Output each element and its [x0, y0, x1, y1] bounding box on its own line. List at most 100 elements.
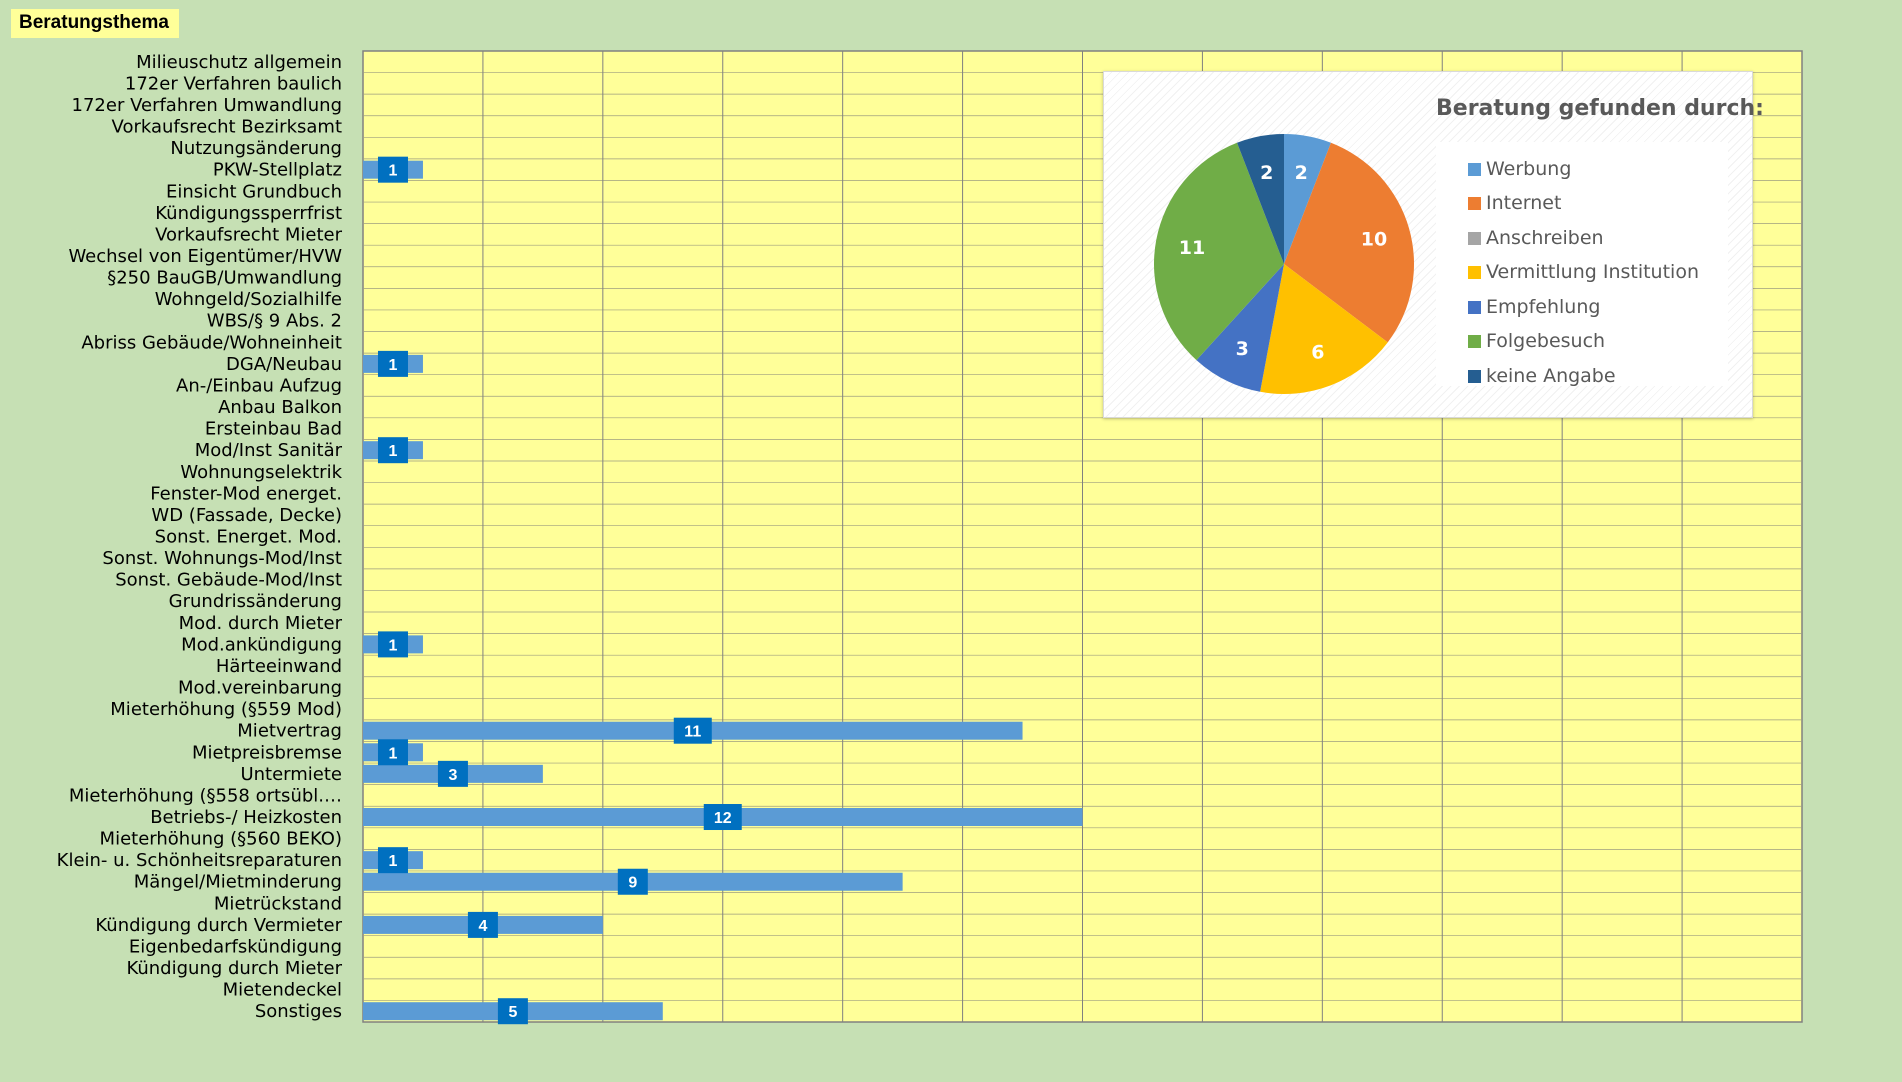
- category-label: Kündigungssperrfrist: [155, 203, 342, 224]
- bar-label-box: [617, 868, 648, 895]
- category-label: Sonst. Gebäude-Mod/Inst: [115, 570, 342, 591]
- legend-label: Internet: [1486, 192, 1562, 214]
- bar-value-label: 1: [389, 357, 398, 374]
- pie-slice: [1154, 142, 1284, 361]
- pie-slice: [1237, 134, 1284, 264]
- bar-label-box: [673, 717, 712, 744]
- pie-slice: [1260, 264, 1388, 394]
- category-label: Sonst. Wohnungs-Mod/Inst: [102, 548, 342, 569]
- pie-slice-label: 2: [1295, 162, 1308, 184]
- category-label: Milieuschutz allgemein: [136, 52, 342, 73]
- legend-swatch: [1468, 334, 1481, 348]
- category-label: Anbau Balkon: [218, 397, 342, 418]
- bar-label-box: [437, 760, 468, 787]
- pie-chart: 2 10 6 3 11 2: [1154, 134, 1414, 394]
- legend-label: Werbung: [1486, 158, 1572, 180]
- category-label: Klein- u. Schönheitsreparaturen: [57, 850, 342, 871]
- bar-label-box: [377, 739, 408, 766]
- legend-item: Vermittlung Institution: [1468, 259, 1699, 285]
- category-label: Sonstiges: [255, 1001, 342, 1022]
- category-label: Mod.vereinbarung: [178, 678, 342, 699]
- pie-title: Beratung gefunden durch:: [1436, 96, 1764, 121]
- pie-slice: [1284, 142, 1414, 343]
- category-label: Mieterhöhung (§560 BEKO): [100, 829, 342, 850]
- bar-value-label: 1: [389, 443, 398, 460]
- category-label: Kündigung durch Vermieter: [95, 915, 342, 936]
- pie-slice-label: 3: [1236, 338, 1249, 360]
- legend-item: Werbung: [1468, 156, 1571, 182]
- pie-slice: [1284, 134, 1331, 264]
- category-label: Eigenbedarfskündigung: [129, 936, 342, 957]
- pie-chart-panel: 2 10 6 3 11 2 Beratung gefunden durch: Werbun…: [1103, 71, 1764, 418]
- category-label: Mängel/Mietminderung: [134, 872, 342, 893]
- legend-item: keine Angabe: [1468, 363, 1616, 389]
- category-label: Mod/Inst Sanitär: [195, 440, 343, 461]
- category-label: Fenster-Mod energet.: [150, 483, 342, 504]
- legend-item: Anschreiben: [1468, 225, 1604, 251]
- pie-slice-label: 2: [1260, 162, 1273, 184]
- legend-swatch: [1468, 369, 1481, 383]
- legend-swatch: [1468, 196, 1481, 210]
- category-label: Mod.ankündigung: [181, 634, 342, 655]
- bar-label-box: [377, 847, 408, 874]
- category-label: PKW-Stellplatz: [213, 160, 342, 181]
- category-label: 172er Verfahren Umwandlung: [72, 95, 342, 116]
- category-label: Wechsel von Eigentümer/HVW: [68, 246, 342, 267]
- pie-slice: [1196, 264, 1284, 392]
- page-title: Beratungsthema: [11, 9, 179, 38]
- bar-value-label: 1: [389, 637, 398, 654]
- category-label: Mietpreisbremse: [192, 742, 342, 763]
- pie-slice-label: 11: [1179, 237, 1205, 259]
- category-label: Mod. durch Mieter: [179, 613, 343, 634]
- category-label: Untermiete: [240, 764, 342, 785]
- bar-value-label: 12: [714, 810, 732, 827]
- legend-label: Empfehlung: [1486, 296, 1601, 318]
- bar-value-label: 1: [389, 163, 398, 180]
- category-label: Kündigung durch Mieter: [126, 958, 342, 979]
- category-label: Mieterhöhung (§559 Mod): [110, 699, 342, 720]
- bar-value-label: 1: [389, 853, 398, 870]
- legend-label: Folgebesuch: [1486, 330, 1606, 352]
- category-label: An-/Einbau Aufzug: [176, 375, 342, 396]
- category-label: DGA/Neubau: [226, 354, 342, 375]
- category-label: Nutzungsänderung: [170, 138, 342, 159]
- bar-label-box: [467, 911, 498, 938]
- bar-value-label: 3: [448, 767, 457, 784]
- legend-label: keine Angabe: [1486, 365, 1616, 387]
- category-label: Einsicht Grundbuch: [166, 181, 342, 202]
- bar-value-label: 4: [478, 918, 487, 935]
- bar-value-label: 9: [628, 875, 637, 892]
- category-label: Mietrückstand: [214, 893, 342, 914]
- legend-label: Vermittlung Institution: [1486, 261, 1699, 283]
- legend-swatch: [1468, 231, 1481, 245]
- legend-swatch: [1468, 300, 1481, 314]
- category-label: §250 BauGB/Umwandlung: [107, 268, 342, 289]
- category-label: Wohngeld/Sozialhilfe: [155, 289, 342, 310]
- bar-value-label: 5: [508, 1004, 517, 1021]
- category-label: Mietvertrag: [237, 721, 342, 742]
- bar-label-box: [703, 804, 742, 831]
- bar-value-label: 11: [684, 724, 701, 741]
- category-label: Mietendeckel: [223, 980, 342, 1001]
- category-label: Härteeinwand: [216, 656, 342, 677]
- category-label: WBS/§ 9 Abs. 2: [207, 311, 342, 332]
- pie-legend: Werbung Internet Anschreiben Vermittlung…: [1436, 142, 1728, 389]
- pie-slice-label: 10: [1361, 228, 1387, 250]
- category-label: Vorkaufsrecht Mieter: [155, 224, 342, 245]
- bar-label-box: [377, 350, 408, 377]
- category-label: Betriebs-/ Heizkosten: [150, 807, 342, 828]
- legend-swatch: [1468, 265, 1481, 279]
- bar-value-label: 1: [389, 745, 398, 762]
- category-label: Sonst. Energet. Mod.: [155, 527, 342, 548]
- category-label: 172er Verfahren baulich: [125, 73, 342, 94]
- bar-label-box: [377, 156, 408, 183]
- legend-label: Anschreiben: [1486, 227, 1604, 249]
- bar-label-box: [377, 631, 408, 658]
- pie-slice-label: 6: [1311, 341, 1324, 363]
- legend-item: Internet: [1468, 190, 1561, 216]
- category-label: Ersteinbau Bad: [205, 419, 342, 440]
- category-label: WD (Fassade, Decke): [151, 505, 342, 526]
- category-label: Wohnungselektrik: [180, 462, 342, 483]
